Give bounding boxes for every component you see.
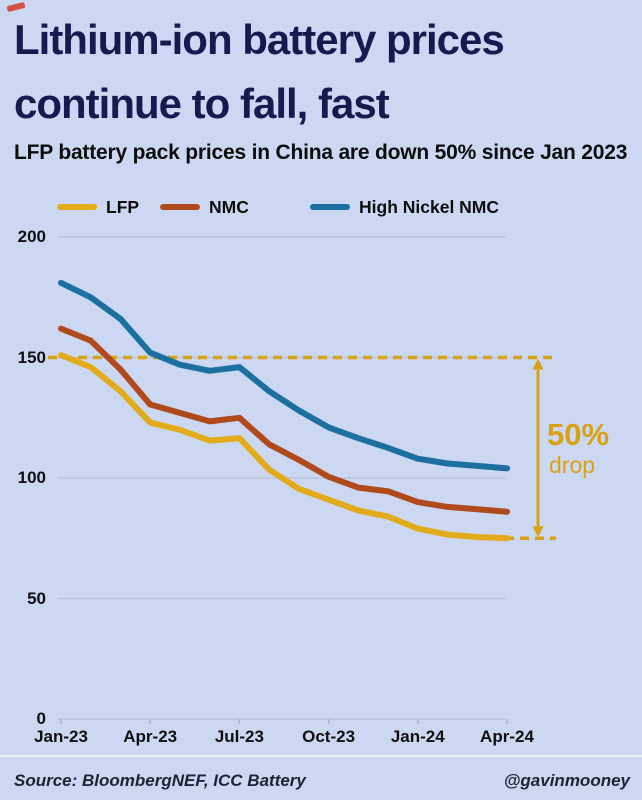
y-axis-label-50: 50 <box>27 588 46 608</box>
legend-label: LFP <box>106 197 140 217</box>
legend-swatch <box>310 204 350 210</box>
y-axis-label-150: 150 <box>17 347 46 367</box>
x-axis-label-Oct-23: Oct-23 <box>302 727 356 746</box>
drop-annotation-word: drop <box>549 452 596 478</box>
legend-swatch <box>160 204 200 210</box>
x-axis-label-Jul-23: Jul-23 <box>214 727 264 746</box>
seam-line <box>0 755 642 757</box>
drop-annotation-percent: 50% <box>547 417 610 452</box>
title-line-2: continue to fall, fast <box>14 80 390 127</box>
series-line-lfp <box>58 352 510 542</box>
x-axis-label-Jan-24: Jan-24 <box>390 727 445 746</box>
author-handle: @gavinmooney <box>503 771 630 790</box>
source-credit: Source: BloombergNEF, ICC Battery <box>14 771 306 790</box>
x-axis-label-Apr-23: Apr-23 <box>123 727 178 746</box>
y-axis-label-100: 100 <box>17 468 46 487</box>
legend-swatch <box>57 204 97 210</box>
title-line-1: Lithium-ion battery prices <box>14 16 505 63</box>
x-axis-label-Apr-24: Apr-24 <box>480 727 534 746</box>
legend-label: High Nickel NMC <box>359 197 500 217</box>
series-line-high-nickel-nmc <box>58 279 510 472</box>
y-axis-label-0: 0 <box>36 709 46 728</box>
chart-subtitle: LFP battery pack prices in China are dow… <box>14 141 628 164</box>
chart-legend: LFP NMC High Nickel NMC <box>0 196 642 222</box>
page-title: Lithium-ion battery prices continue to fa… <box>14 8 629 136</box>
drop-arrow-head-up <box>532 358 544 370</box>
legend-label: NMC <box>209 197 249 217</box>
x-axis-label-Jan-23: Jan-23 <box>34 727 88 746</box>
y-axis-label-200: 200 <box>17 227 46 246</box>
series-line-nmc <box>58 325 510 515</box>
drop-arrow-head-down <box>532 526 544 538</box>
